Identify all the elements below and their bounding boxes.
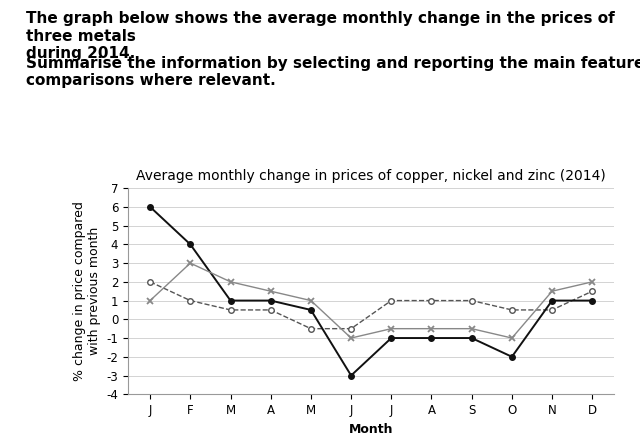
Nickel <box>508 354 516 359</box>
X-axis label: Month: Month <box>349 422 394 435</box>
Copper <box>227 307 234 313</box>
Zinc <box>588 279 596 284</box>
Copper <box>468 298 476 303</box>
Zinc <box>348 336 355 341</box>
Zinc <box>307 298 315 303</box>
Nickel <box>468 336 476 341</box>
Zinc <box>267 289 275 294</box>
Copper <box>548 307 556 313</box>
Zinc <box>468 326 476 332</box>
Zinc <box>186 260 194 266</box>
Nickel <box>307 307 315 313</box>
Nickel <box>387 336 395 341</box>
Copper <box>387 298 395 303</box>
Copper <box>186 298 194 303</box>
Line: Zinc: Zinc <box>147 260 596 341</box>
Nickel <box>147 204 154 210</box>
Y-axis label: % change in price compared
with previous month: % change in price compared with previous… <box>73 201 101 381</box>
Nickel <box>227 298 234 303</box>
Nickel <box>267 298 275 303</box>
Zinc <box>227 279 234 284</box>
Nickel <box>588 298 596 303</box>
Copper <box>428 298 435 303</box>
Line: Copper: Copper <box>147 279 595 332</box>
Zinc <box>428 326 435 332</box>
Nickel <box>548 298 556 303</box>
Nickel <box>428 336 435 341</box>
Copper <box>348 326 355 332</box>
Copper <box>508 307 516 313</box>
Zinc <box>387 326 395 332</box>
Zinc <box>147 298 154 303</box>
Line: Nickel: Nickel <box>147 204 595 378</box>
Nickel <box>348 373 355 378</box>
Copper <box>588 289 596 294</box>
Title: Average monthly change in prices of copper, nickel and zinc (2014): Average monthly change in prices of copp… <box>136 169 606 183</box>
Zinc <box>548 289 556 294</box>
Text: Summarise the information by selecting and reporting the main features, and make: Summarise the information by selecting a… <box>26 56 640 88</box>
Zinc <box>508 336 516 341</box>
Copper <box>307 326 315 332</box>
Copper <box>267 307 275 313</box>
Nickel <box>186 241 194 247</box>
Copper <box>147 279 154 284</box>
Text: The graph below shows the average monthly change in the prices of three metals
d: The graph below shows the average monthl… <box>26 11 614 61</box>
